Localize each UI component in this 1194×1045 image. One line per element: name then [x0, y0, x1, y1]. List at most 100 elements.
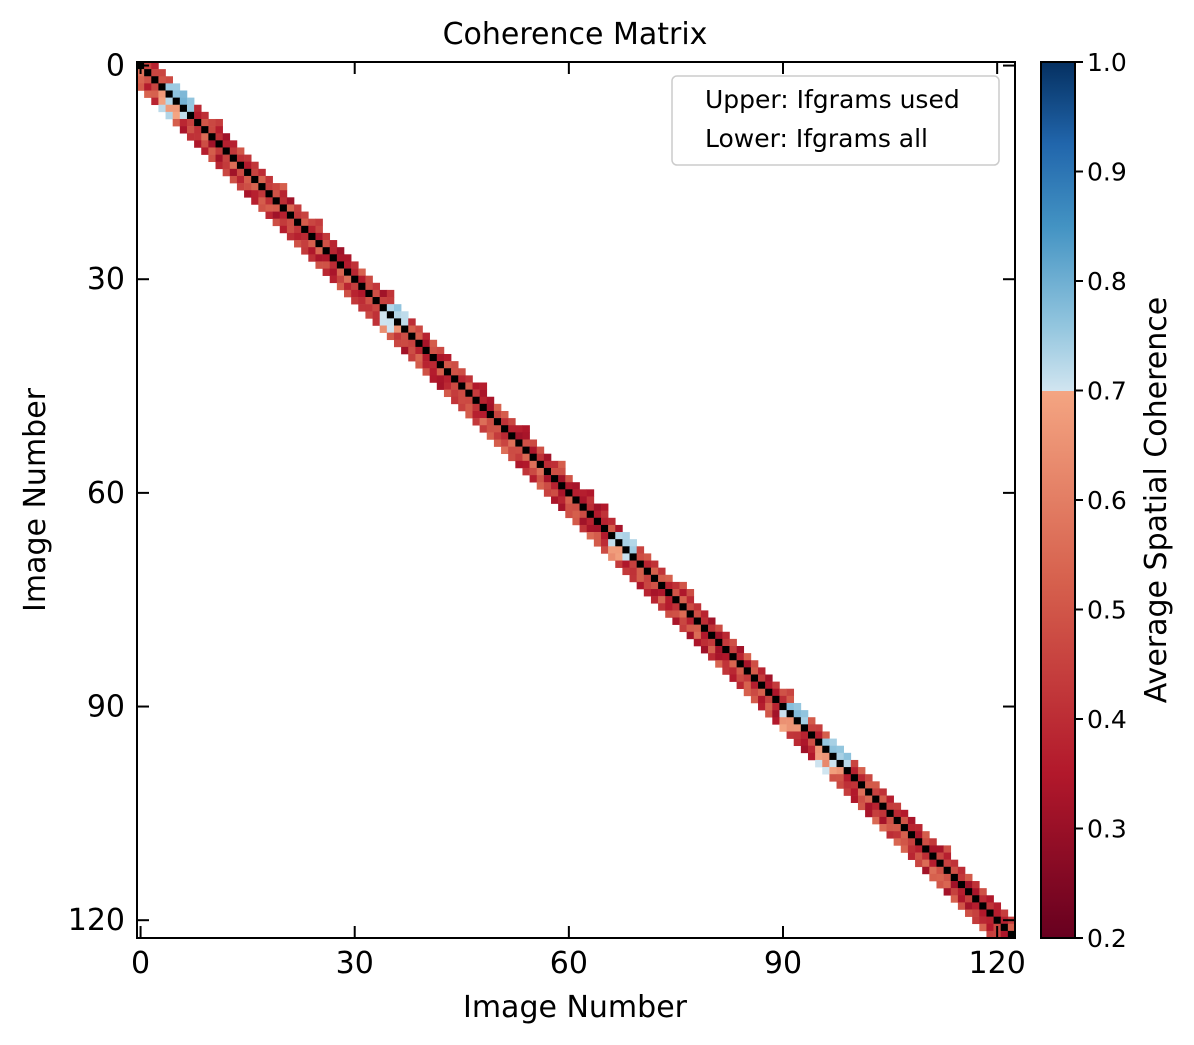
diagonal-cell — [379, 304, 388, 312]
heatmap-cell — [508, 446, 516, 455]
heatmap-cell — [658, 567, 666, 576]
heatmap-cell — [151, 97, 159, 106]
diagonal-cell — [679, 603, 687, 611]
x-axis-label: Image Number — [463, 990, 688, 1025]
heatmap-cell — [272, 204, 281, 212]
heatmap-cell — [658, 574, 666, 583]
heatmap-cell — [857, 774, 866, 782]
heatmap-cell — [879, 795, 887, 803]
heatmap-cell — [636, 553, 645, 561]
heatmap-cell — [822, 767, 830, 775]
heatmap-cell — [636, 546, 645, 554]
heatmap-cell — [401, 318, 409, 326]
heatmap-cell — [236, 183, 245, 191]
heatmap-cell — [308, 247, 316, 255]
heatmap-cell — [194, 126, 202, 134]
heatmap-cell — [936, 881, 944, 889]
heatmap-cell — [650, 589, 659, 597]
diagonal-cell — [743, 667, 752, 675]
heatmap-cell — [822, 738, 830, 747]
heatmap-cell — [258, 190, 266, 198]
heatmap-cell — [886, 816, 894, 825]
heatmap-cell — [965, 909, 973, 917]
heatmap-cell — [372, 318, 380, 326]
heatmap-cell — [365, 282, 373, 291]
heatmap-cell — [636, 567, 645, 576]
heatmap-cell — [957, 866, 966, 875]
heatmap-cell — [415, 361, 423, 369]
heatmap-cell — [693, 638, 702, 647]
heatmap-cell — [286, 204, 295, 212]
heatmap-cell — [315, 247, 323, 255]
heatmap-cell — [479, 410, 488, 419]
heatmap-cell — [429, 346, 438, 355]
heatmap-cell — [600, 539, 609, 547]
heatmap-cell — [208, 126, 216, 134]
heatmap-cell — [643, 581, 652, 590]
heatmap-cell — [465, 403, 473, 412]
heatmap-cell — [715, 624, 723, 633]
heatmap-cell — [365, 275, 373, 284]
heatmap-cell — [543, 482, 552, 490]
heatmap-cell — [915, 845, 923, 853]
heatmap-cell — [708, 646, 716, 654]
heatmap-cell — [301, 211, 309, 219]
heatmap-cell — [765, 674, 773, 682]
heatmap-cell — [286, 197, 295, 205]
colorbar-tick-label: 0.2 — [1087, 924, 1127, 953]
y-tick-label: 120 — [68, 903, 125, 938]
heatmap-cell — [508, 453, 516, 462]
heatmap-cell — [893, 824, 902, 832]
heatmap-cell — [215, 126, 223, 134]
heatmap-cell — [758, 702, 766, 711]
heatmap-cell — [629, 546, 637, 554]
heatmap-cell — [658, 603, 666, 611]
heatmap-cell — [458, 368, 466, 376]
heatmap-cell — [479, 425, 488, 433]
heatmap-cell — [736, 646, 745, 654]
heatmap-cell — [386, 297, 395, 305]
heatmap-cell — [629, 560, 637, 568]
heatmap-cell — [986, 895, 994, 903]
heatmap-cell — [857, 767, 866, 775]
heatmap-cell — [615, 524, 623, 533]
heatmap-cell — [365, 311, 373, 319]
heatmap-cell — [872, 816, 880, 825]
heatmap-cell — [329, 261, 338, 269]
heatmap-cell — [850, 767, 859, 775]
heatmap-cell — [915, 831, 923, 839]
diagonal-cell — [857, 781, 866, 789]
heatmap-cell — [308, 225, 316, 234]
heatmap-cell — [758, 674, 766, 682]
heatmap-cell — [600, 546, 609, 554]
heatmap-cell — [772, 717, 780, 725]
diagonal-cell — [872, 795, 880, 803]
heatmap-cell — [301, 218, 309, 227]
heatmap-cell — [579, 517, 588, 526]
heatmap-cell — [551, 467, 559, 476]
heatmap-cell — [486, 418, 495, 426]
heatmap-cell — [258, 197, 266, 205]
heatmap-cell — [893, 831, 902, 839]
heatmap-cell — [879, 816, 887, 825]
heatmap-cell — [979, 909, 987, 917]
diagonal-cell — [800, 724, 809, 732]
heatmap-cell — [258, 175, 266, 184]
heatmap-cell — [408, 339, 416, 348]
heatmap-cell — [736, 674, 745, 682]
heatmap-cell — [344, 275, 352, 284]
heatmap-cell — [665, 581, 673, 590]
diagonal-cell — [536, 460, 545, 469]
heatmap-cell — [551, 482, 559, 490]
diagonal-cell — [179, 104, 188, 113]
heatmap-cell — [208, 147, 216, 155]
diagonal-cell — [286, 211, 295, 219]
heatmap-cell — [472, 403, 480, 412]
colorbar-tick-label: 0.8 — [1087, 267, 1127, 296]
heatmap-cell — [486, 403, 495, 412]
heatmap-cell — [743, 674, 752, 682]
heatmap-cell — [708, 638, 716, 647]
heatmap-cell — [144, 90, 152, 98]
heatmap-cell — [865, 802, 873, 811]
